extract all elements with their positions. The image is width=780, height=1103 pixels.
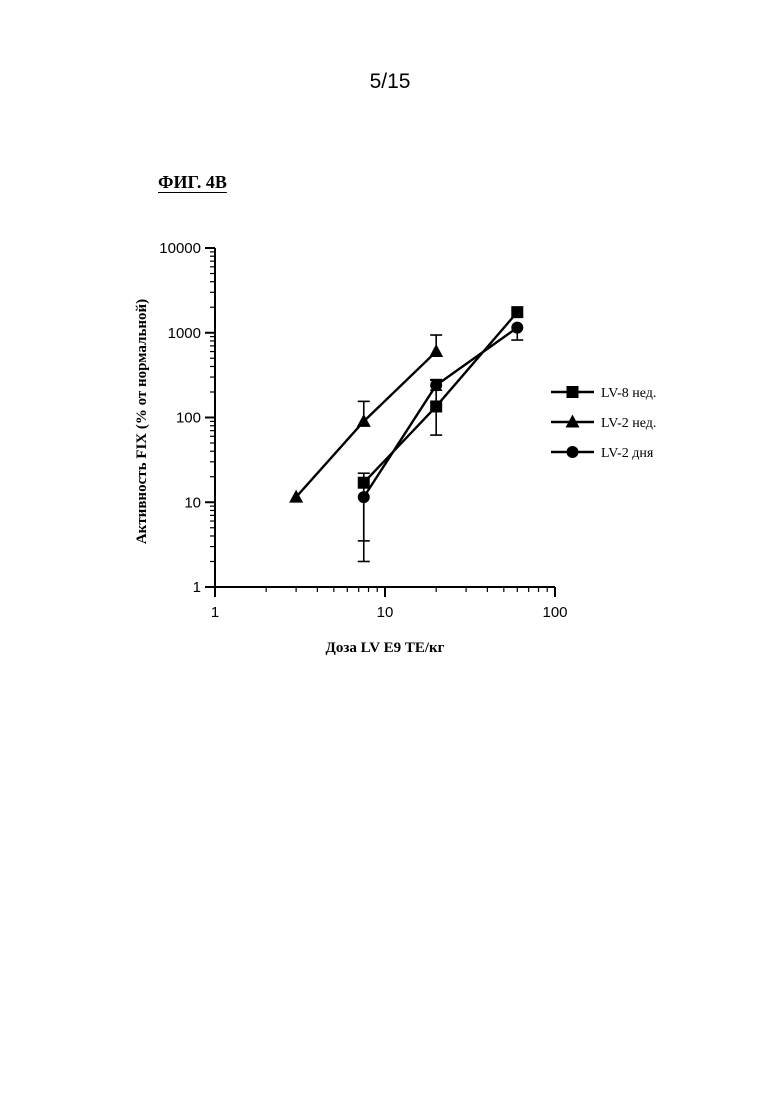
data-point-triangle (429, 344, 443, 357)
legend-label: LV-2 дня (601, 446, 654, 461)
legend-entry-3: LV-2 дня (551, 446, 654, 461)
y-tick-label: 100 (176, 410, 201, 427)
data-point-circle (430, 379, 442, 391)
series-3 (358, 322, 524, 562)
legend-entry-2: LV-2 нед. (551, 415, 656, 432)
y-axis-title: Активность FIX (% от нормальной) (134, 299, 150, 544)
legend-marker-square (567, 386, 579, 398)
y-tick-label: 10 (184, 494, 201, 511)
x-tick-label: 1 (211, 604, 219, 621)
x-axis-title: Доза LV E9 ТЕ/кг (326, 640, 445, 656)
data-point-square (511, 306, 523, 318)
legend-label: LV-2 нед. (601, 416, 656, 431)
data-point-circle (511, 322, 523, 334)
data-point-square (358, 477, 370, 489)
x-tick-label: 10 (377, 604, 394, 621)
series-line (364, 312, 518, 483)
legend-marker-circle (567, 446, 579, 458)
y-tick-label: 1000 (168, 325, 201, 342)
axes: 1 10 100 1000 10000 1 10 100 Доза LV E9 ТЕ/кг Акт… (134, 240, 568, 656)
y-tick-label: 1 (193, 579, 201, 596)
legend-label: LV-8 нед. (601, 386, 656, 401)
data-point-circle (358, 491, 370, 503)
data-point-square (430, 400, 442, 412)
legend-entry-1: LV-8 нед. (551, 386, 656, 401)
series-layer (289, 306, 523, 561)
legend: LV-8 нед. LV-2 нед. LV-2 дня (551, 386, 656, 461)
y-tick-label: 10000 (159, 240, 201, 257)
x-tick-label: 100 (542, 604, 567, 621)
